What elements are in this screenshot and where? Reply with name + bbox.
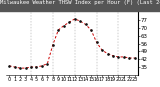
Text: Milwaukee Weather THSW Index per Hour (F) (Last 24 Hours): Milwaukee Weather THSW Index per Hour (F… <box>0 0 160 5</box>
